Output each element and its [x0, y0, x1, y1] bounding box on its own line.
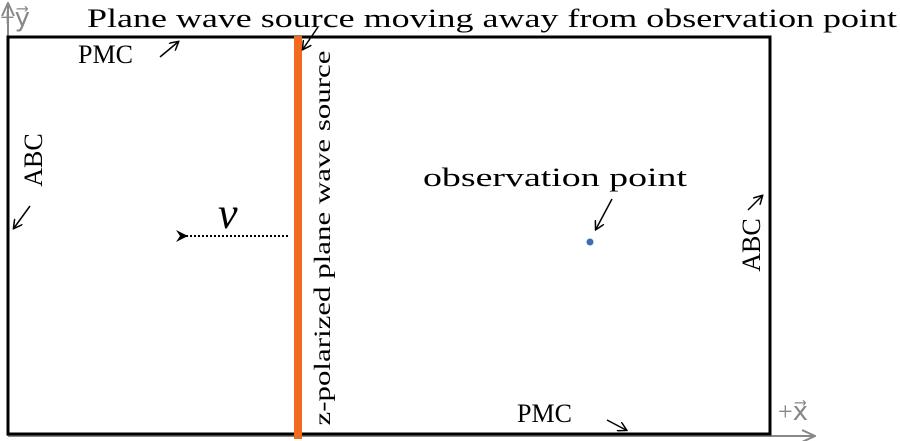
observation-label: observation point	[423, 163, 688, 192]
top-boundary-label: PMC	[78, 40, 133, 69]
source-label: z-polarized plane wave source	[310, 51, 335, 426]
bottom-boundary-label: PMC	[517, 399, 572, 428]
domain-boundary	[6, 35, 772, 436]
observation-point	[586, 238, 594, 246]
velocity-label: v	[218, 189, 238, 238]
arrow	[747, 196, 762, 211]
arrow	[606, 419, 626, 430]
x-axis-label: +x⃗	[778, 397, 808, 426]
arrow	[14, 205, 31, 228]
arrow	[596, 198, 613, 229]
left-boundary-label: ABC	[19, 133, 48, 186]
y-axis-label: +y⃗	[0, 3, 30, 32]
arrow	[159, 42, 178, 58]
arrow	[303, 26, 319, 49]
title: Plane wave source moving away from obser…	[87, 4, 898, 33]
right-boundary-label: ABC	[737, 218, 766, 271]
